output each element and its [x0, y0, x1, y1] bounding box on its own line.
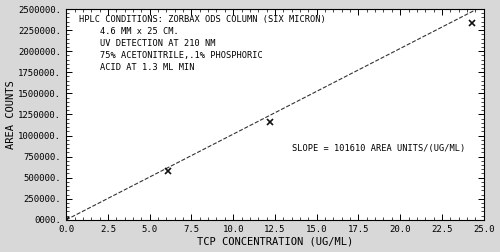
- Y-axis label: AREA COUNTS: AREA COUNTS: [6, 80, 16, 149]
- Text: HPLC CONDITIONS: ZORBAX ODS COLUMN (SIX MICRON)
    4.6 MM x 25 CM.
    UV DETEC: HPLC CONDITIONS: ZORBAX ODS COLUMN (SIX …: [78, 15, 326, 72]
- X-axis label: TCP CONCENTRATION (UG/ML): TCP CONCENTRATION (UG/ML): [197, 236, 353, 246]
- Text: SLOPE = 101610 AREA UNITS/(UG/ML): SLOPE = 101610 AREA UNITS/(UG/ML): [292, 144, 465, 153]
